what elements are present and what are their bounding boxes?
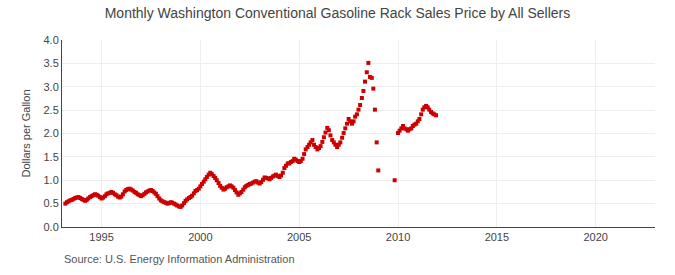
- svg-text:0.0: 0.0: [44, 221, 59, 233]
- svg-text:2.5: 2.5: [44, 104, 59, 116]
- svg-text:1.5: 1.5: [44, 151, 59, 163]
- svg-text:1995: 1995: [89, 231, 113, 243]
- svg-text:Dollars per Gallon: Dollars per Gallon: [20, 89, 32, 177]
- svg-text:2010: 2010: [386, 231, 410, 243]
- svg-text:2000: 2000: [188, 231, 212, 243]
- svg-text:3.5: 3.5: [44, 57, 59, 69]
- svg-text:2020: 2020: [583, 231, 607, 243]
- svg-text:1.0: 1.0: [44, 174, 59, 186]
- svg-text:2.0: 2.0: [44, 127, 59, 139]
- svg-text:2015: 2015: [485, 231, 509, 243]
- svg-text:0.5: 0.5: [44, 197, 59, 209]
- svg-text:4.0: 4.0: [44, 34, 59, 46]
- svg-text:Source: U.S. Energy Informatio: Source: U.S. Energy Information Administ…: [64, 253, 295, 265]
- svg-text:Monthly Washington Conventiona: Monthly Washington Conventional Gasoline…: [105, 5, 571, 21]
- svg-text:2005: 2005: [287, 231, 311, 243]
- svg-text:3.0: 3.0: [44, 81, 59, 93]
